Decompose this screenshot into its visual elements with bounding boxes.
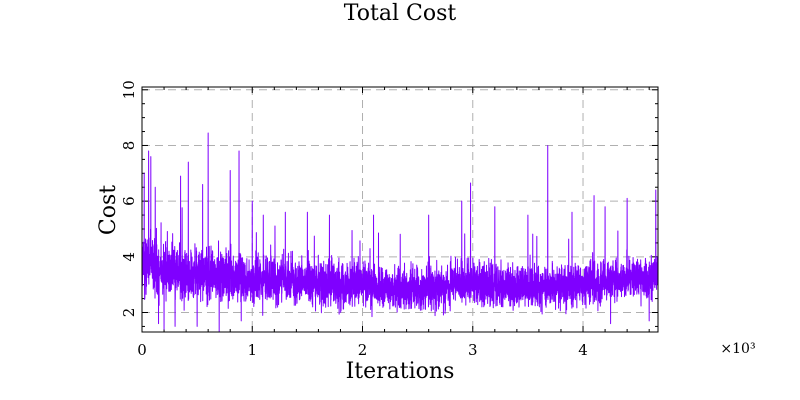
tick-labels: 0 1 2 3 4 2 4 6 8 10 — [120, 80, 588, 359]
x-axis-multiplier: ×10³ — [720, 341, 755, 357]
chart-title: Total Cost — [344, 1, 457, 26]
x-axis-label: Iterations — [346, 359, 455, 384]
x-tick-label: 4 — [578, 341, 588, 359]
x-tick-label: 3 — [468, 341, 478, 359]
y-axis-label: Cost — [96, 185, 121, 235]
axis-ticks — [141, 87, 658, 332]
y-tick-label: 10 — [120, 80, 138, 99]
x-tick-label: 2 — [358, 341, 368, 359]
plot-frame — [141, 86, 659, 333]
y-tick-label: 6 — [120, 196, 138, 206]
series-line-total-cost — [141, 132, 659, 332]
x-tick-label: 0 — [137, 341, 147, 359]
y-tick-label: 8 — [120, 141, 138, 151]
x-tick-label: 1 — [247, 341, 257, 359]
y-tick-label: 2 — [120, 308, 138, 318]
y-tick-label: 4 — [120, 252, 138, 262]
